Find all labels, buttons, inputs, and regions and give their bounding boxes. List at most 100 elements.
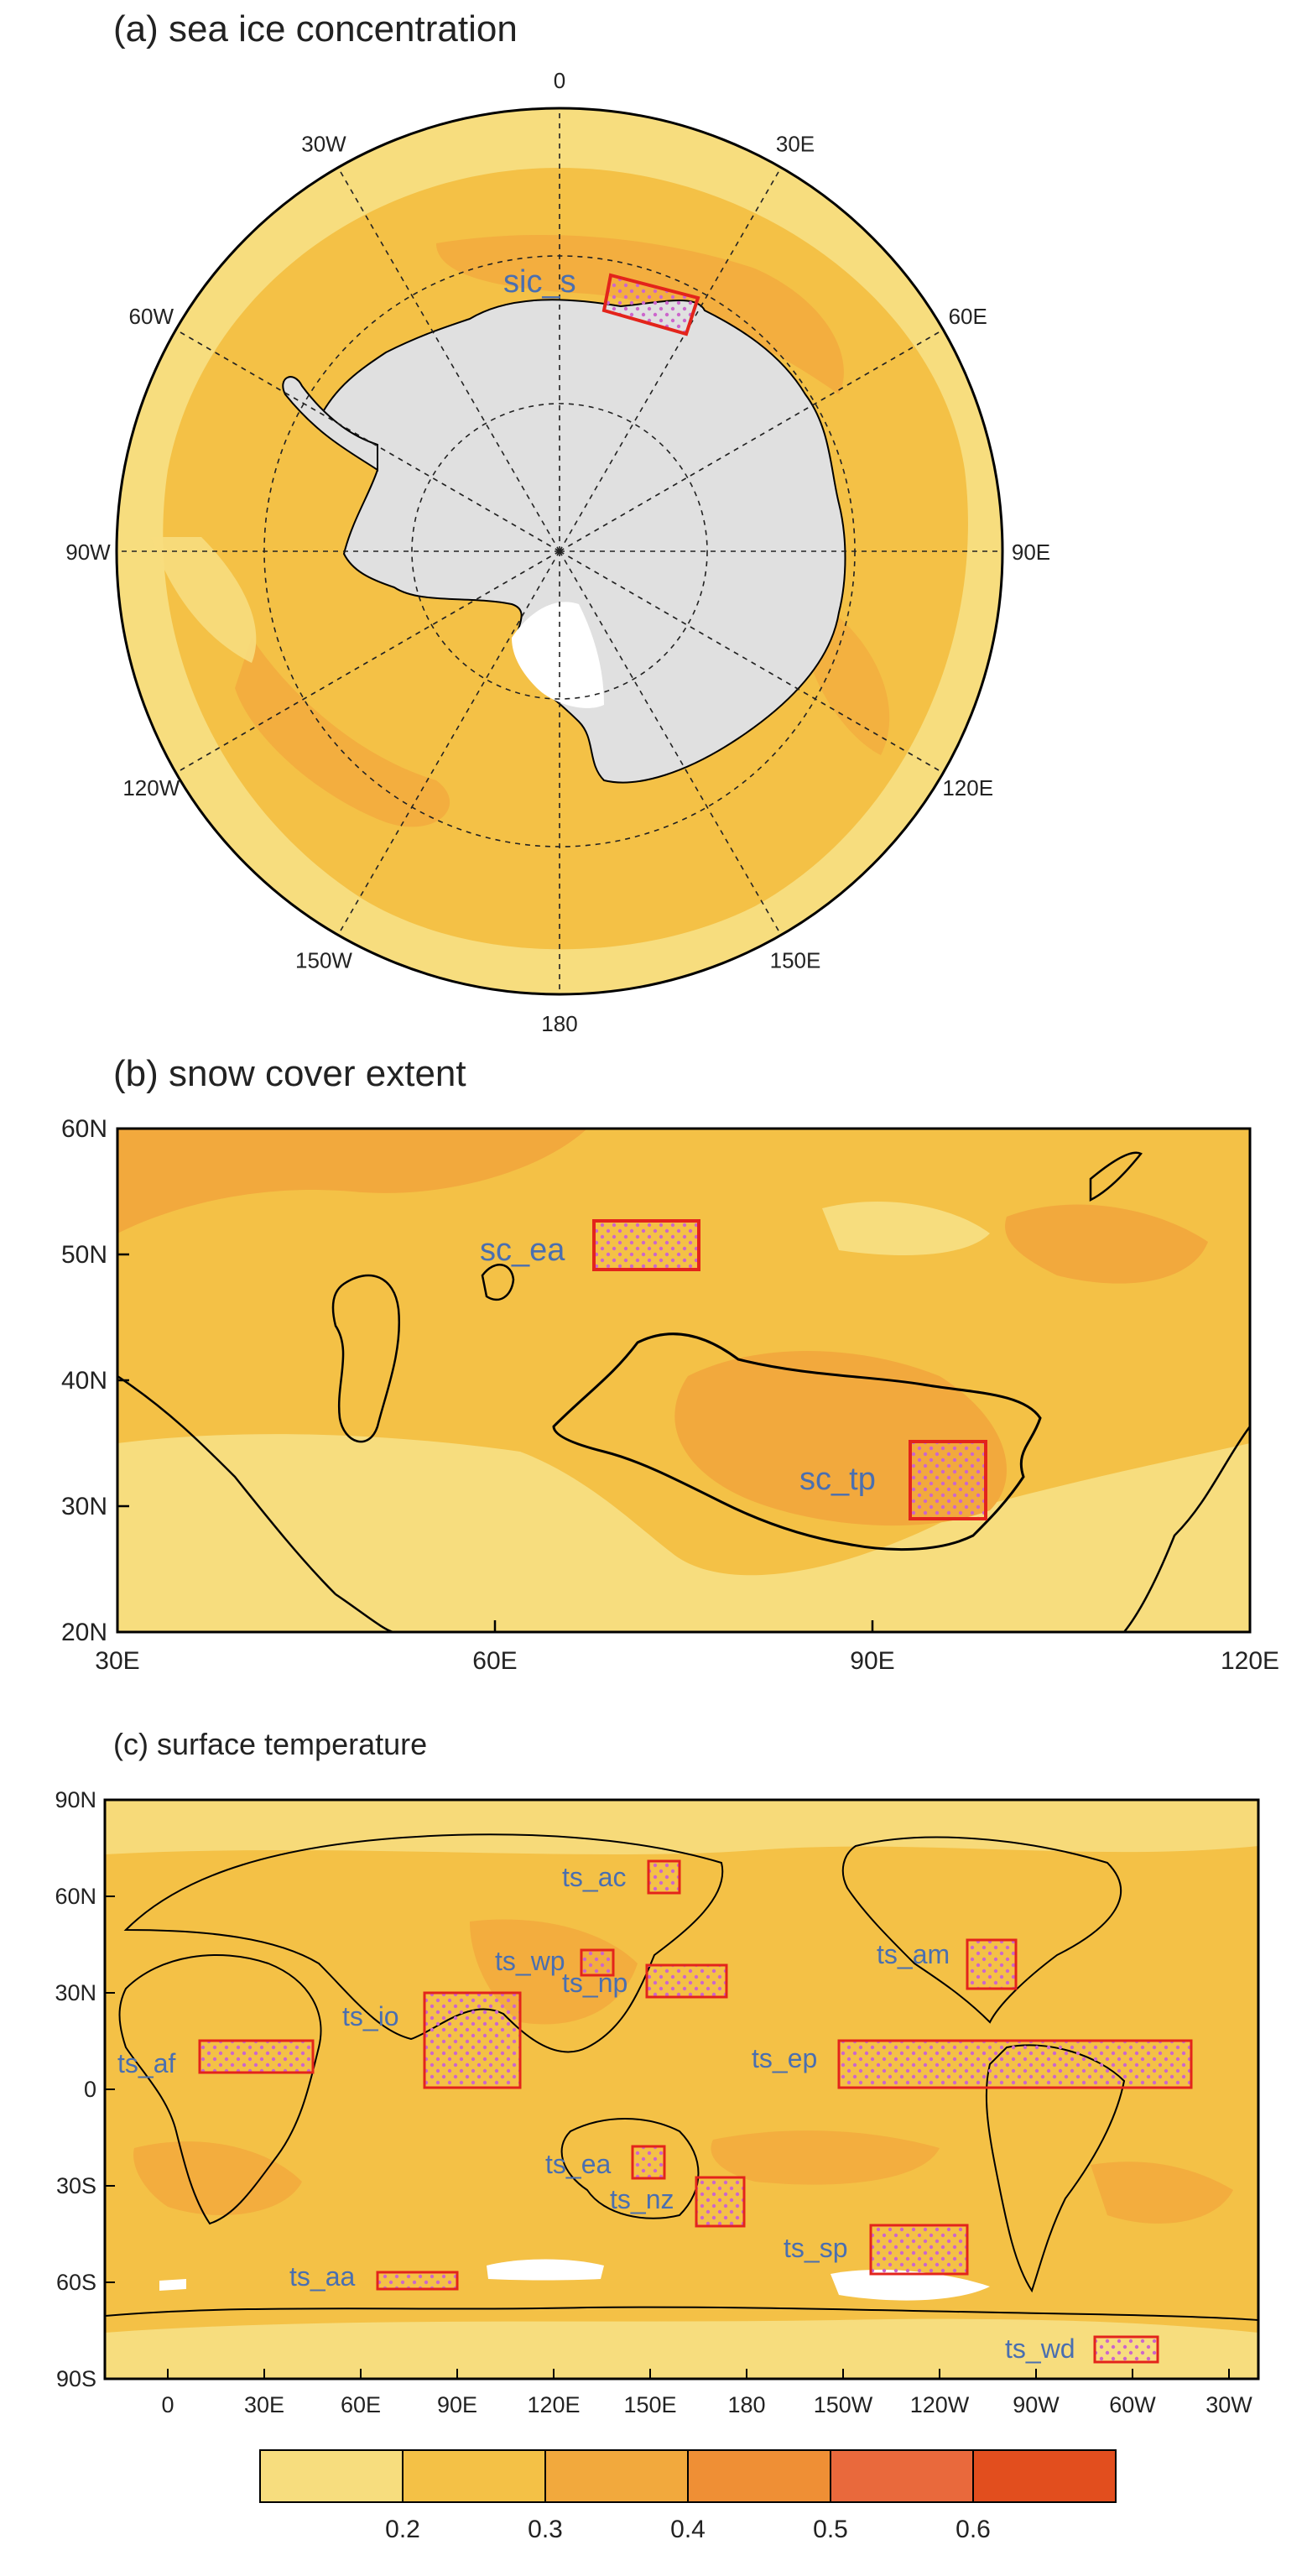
meridian-label: 90W [65,540,111,565]
aral-sea [481,1264,515,1301]
north-america-outline [841,1836,1122,2024]
region-box-ts-nz [695,2176,746,2228]
region-label-ts-ep: ts_ep [752,2043,817,2073]
y-tick-label: 50N [61,1241,107,1269]
meridian-label: 0 [554,68,565,93]
sea-ice-patch [235,638,450,827]
snow-dark-region [117,1129,587,1233]
polar-border [115,107,1004,996]
panel-a-title: (a) sea ice concentration [113,8,518,50]
y-tick-label: 30N [55,1980,96,2005]
y-tick-label: 90S [56,2366,96,2391]
region-label-ts-sp: ts_sp [784,2233,847,2263]
x-tick-label: 90E [437,2392,477,2417]
region-label-ts-wd: ts_wd [1005,2334,1075,2364]
meridian-label: 60E [949,304,987,329]
surface-temperature-map: ts_ac ts_wp ts_np ts_am ts_io ts_ep ts_a… [55,1787,1260,2417]
meridian-label: 120W [122,775,180,800]
temp-light-region [105,1800,1258,1854]
region-box-sic-s [601,273,700,336]
meridian-label: 90E [1012,540,1050,565]
region-box-ts-af [198,2039,315,2074]
meridian-line [559,550,944,774]
temp-dark-region [711,2130,940,2185]
region-box-ts-aa [376,2271,459,2291]
x-tick-label: 120E [527,2392,580,2417]
x-tick-label: 180 [727,2392,765,2417]
region-box-ts-wd [1093,2335,1159,2364]
x-tick-label: 90E [850,1647,894,1675]
polar-meridians [117,108,1002,994]
ice-shelf-white [487,2259,604,2281]
x-tick-label: 120W [910,2392,970,2417]
meridian-label: 30W [301,131,346,156]
africa-outline [118,1954,322,2225]
region-box-ts-ea [631,2145,666,2180]
y-tick-label: 60S [56,2270,96,2295]
region-label-ts-nz: ts_nz [610,2184,674,2214]
colorbar-segment [259,2449,404,2503]
colorbar-segment [687,2449,831,2503]
ice-shelf-white [159,2279,186,2291]
region-box-sc-ea [592,1219,700,1271]
temp-map-ticks: 90N 60N 30N 0 30S 60S 90S 0 30E 60E 90E 120E 150E 180… [55,1787,1252,2417]
snow-light-region [822,1201,990,1255]
region-box-sc-tp [909,1440,987,1520]
snow-dark-region [1005,1204,1208,1284]
meridian-line [559,550,782,936]
meridian-label: 30E [776,131,815,156]
colorbar-label: 0.6 [956,2516,991,2543]
x-tick-label: 150E [623,2392,676,2417]
sea-ice-inner-band [436,235,844,394]
temp-map-background [105,1800,1258,2379]
region-label-ts-io: ts_io [342,2001,399,2031]
x-tick-label: 30W [1205,2392,1252,2417]
region-label-ts-af: ts_af [117,2048,175,2078]
baikal-lake [1089,1151,1143,1202]
coastline-east [1123,1426,1250,1632]
x-tick-label: 60E [472,1647,517,1675]
antarctica-outline [105,2306,1258,2321]
y-tick-label: 30S [56,2173,96,2198]
panel-c-title: (c) surface temperature [113,1727,428,1761]
temp-dark-region [133,2141,302,2215]
x-tick-label: 60E [341,2392,381,2417]
colorbar-segment [544,2449,689,2503]
sea-ice-outer-light [151,537,257,663]
australia-outline [560,2118,700,2219]
caspian-sea [331,1274,400,1443]
antarctic-peninsula [282,376,378,472]
x-tick-label: 120E [1221,1647,1279,1675]
y-tick-label: 60N [61,1115,107,1143]
meridian-label: 120E [942,775,993,800]
temp-dark-region [1091,2161,1233,2224]
region-box-ts-wp [580,1948,615,1977]
x-tick-label: 30E [95,1647,139,1675]
region-label-ts-am: ts_am [877,1939,950,1969]
y-tick-label: 0 [84,2077,96,2102]
region-label-sic-s: sic_s [503,264,576,300]
y-tick-label: 40N [61,1367,107,1395]
region-label-ts-ac: ts_ac [562,1862,626,1892]
x-tick-label: 60W [1109,2392,1156,2417]
x-tick-label: 90W [1013,2392,1060,2417]
colorbar-segment [402,2449,546,2503]
region-box-ts-ac [647,1859,681,1895]
ross-ice-shelf [512,602,604,708]
y-tick-label: 60N [55,1884,96,1909]
region-label-ts-ea: ts_ea [545,2149,611,2179]
meridian-line [175,550,560,774]
y-tick-label: 90N [55,1787,96,1812]
meridian-line [337,550,560,936]
colorbar-labels: 0.2 0.3 0.4 0.5 0.6 [385,2516,991,2543]
polar-map: 0 30E 60E 90E 120E 150E 180 150W 120W 90W 60W 30W s… [65,68,1050,1036]
region-box-ts-am [966,1938,1018,1990]
snow-light-region [117,1434,1250,1632]
x-tick-label: 30E [244,2392,284,2417]
meridian-line [175,329,560,552]
y-tick-label: 20N [61,1619,107,1646]
panel-b-title: (b) snow cover extent [113,1053,466,1094]
region-box-ts-sp [869,2224,969,2276]
